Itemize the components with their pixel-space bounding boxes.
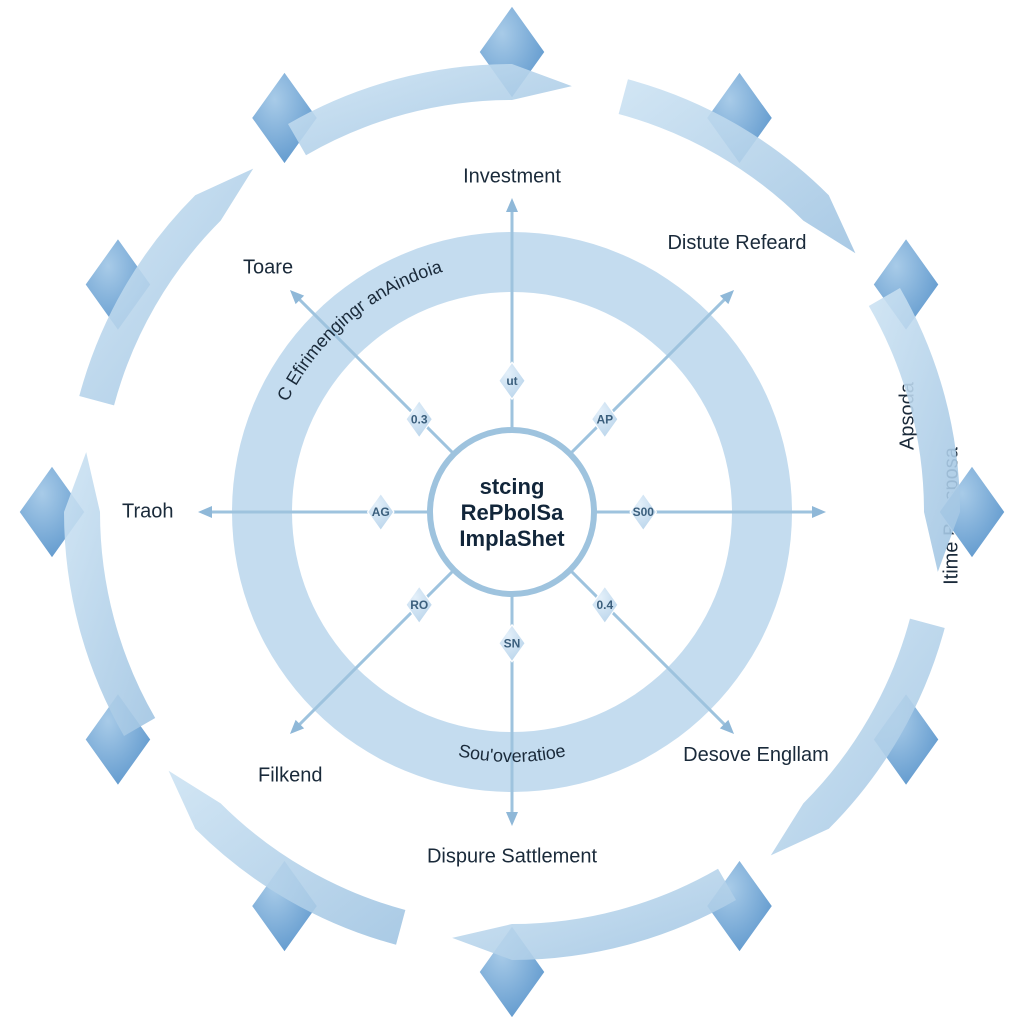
spoke-node-label: RO bbox=[410, 598, 428, 612]
spoke-node-label: ut bbox=[506, 374, 517, 388]
cycle-arrow bbox=[288, 64, 572, 155]
spoke-node-label: 0.4 bbox=[596, 598, 613, 612]
side-label-left: Traoh bbox=[122, 500, 174, 522]
outer-label: Toare bbox=[243, 256, 293, 278]
spoke-node-label: AG bbox=[372, 505, 390, 519]
outer-label: Dispure Sattlement bbox=[427, 845, 598, 867]
spoke-node-label: SN bbox=[504, 636, 521, 650]
spoke-node-label: S00 bbox=[633, 505, 655, 519]
outer-label: Desove Engllam bbox=[683, 744, 829, 766]
outer-label: Distute Refeard bbox=[667, 232, 806, 254]
outer-label: Investment bbox=[463, 165, 561, 187]
center-line2: RePbolSa bbox=[461, 500, 564, 525]
cycle-arrow bbox=[452, 869, 736, 960]
spoke-arrowhead bbox=[812, 506, 826, 518]
center-line1: stcing bbox=[480, 474, 545, 499]
spoke-arrowhead bbox=[506, 812, 518, 826]
radial-diagram: ut AP S00 0.4 SN RO AG 0.3 stcingRePbolSaImplaSh… bbox=[0, 0, 1024, 1024]
cycle-arrow bbox=[64, 452, 155, 736]
spoke-arrowhead bbox=[506, 198, 518, 212]
spoke-node-label: AP bbox=[596, 412, 613, 426]
spoke-node-label: 0.3 bbox=[411, 412, 428, 426]
center-line3: ImplaShet bbox=[459, 526, 565, 551]
outer-label: Filkend bbox=[258, 765, 322, 787]
spoke-arrowhead bbox=[198, 506, 212, 518]
